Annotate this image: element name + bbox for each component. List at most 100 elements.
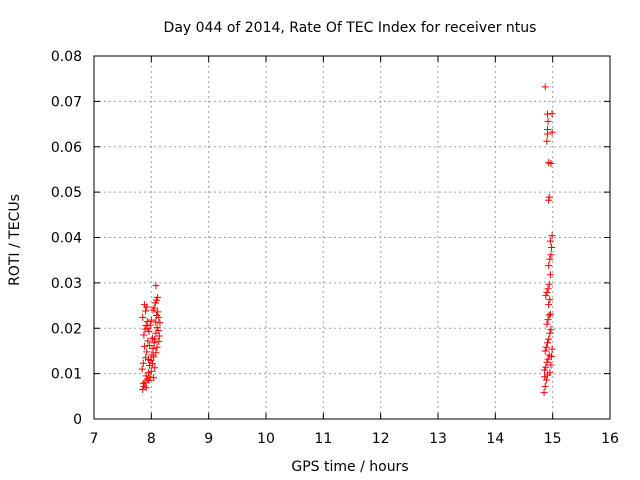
data-point — [540, 389, 548, 397]
data-point — [541, 347, 549, 355]
y-tick-label: 0.05 — [51, 185, 82, 201]
data-point — [548, 345, 556, 353]
data-point — [144, 325, 152, 333]
data-point — [151, 318, 159, 326]
data-point — [548, 352, 556, 360]
y-axis-label: ROTI / TECUs — [7, 194, 23, 286]
y-axis-ticks: 0 0.01 0.02 0.03 0.04 0.05 0.06 0.07 0.08 — [51, 49, 610, 428]
y-tick-label: 0.06 — [51, 140, 82, 156]
data-point — [548, 243, 556, 251]
x-axis-label: GPS time / hours — [291, 459, 408, 475]
data-point — [144, 337, 152, 345]
data-point — [139, 313, 147, 321]
data-point — [548, 128, 556, 136]
data-point — [544, 339, 552, 347]
data-point — [546, 329, 554, 337]
x-tick-label: 12 — [372, 431, 390, 447]
data-point — [146, 321, 154, 329]
data-point — [154, 293, 162, 301]
chart-title: Day 044 of 2014, Rate Of TEC Index for r… — [164, 20, 537, 36]
data-point — [546, 296, 554, 304]
data-point — [138, 365, 146, 373]
data-point — [139, 380, 147, 388]
data-point — [546, 255, 554, 263]
x-tick-label: 10 — [257, 431, 275, 447]
data-point — [147, 316, 155, 324]
data-point — [545, 301, 553, 309]
data-point — [546, 369, 554, 377]
data-point — [155, 337, 163, 345]
data-point — [140, 301, 148, 309]
data-point — [154, 327, 162, 335]
data-point — [140, 331, 148, 339]
data-point — [150, 353, 158, 361]
data-point — [543, 358, 551, 366]
data-point — [139, 386, 147, 394]
data-point — [153, 343, 161, 351]
data-point — [149, 345, 157, 353]
data-point — [142, 354, 150, 362]
data-point — [546, 271, 554, 279]
data-point — [541, 382, 549, 390]
data-point — [151, 364, 159, 372]
data-point — [149, 306, 157, 314]
x-tick-label: 11 — [314, 431, 332, 447]
data-point — [542, 292, 550, 300]
data-point — [142, 307, 150, 315]
data-point — [545, 193, 553, 201]
data-point — [155, 332, 163, 340]
data-point — [543, 288, 551, 296]
data-point — [148, 334, 156, 342]
data-point — [542, 363, 550, 371]
data-point — [545, 196, 553, 204]
y-tick-label: 0.01 — [51, 367, 82, 383]
data-point — [154, 308, 162, 316]
data-point — [546, 237, 554, 245]
data-point — [543, 137, 551, 145]
y-tick-label: 0.08 — [51, 49, 82, 65]
data-point — [150, 374, 158, 382]
data-point — [142, 384, 150, 392]
data-point — [143, 348, 151, 356]
data-point — [156, 319, 164, 327]
data-point — [139, 359, 147, 367]
data-point — [150, 339, 158, 347]
data-point — [152, 349, 160, 357]
y-tick-label: 0 — [73, 412, 82, 428]
data-point — [146, 361, 154, 369]
y-tick-label: 0.07 — [51, 94, 82, 110]
data-point — [145, 376, 153, 384]
x-tick-label: 14 — [486, 431, 504, 447]
x-tick-label: 16 — [601, 431, 619, 447]
data-point — [543, 320, 551, 328]
data-point — [547, 160, 555, 168]
x-tick-label: 13 — [429, 431, 447, 447]
data-point — [541, 83, 549, 91]
data-point — [544, 117, 552, 125]
data-point — [542, 376, 550, 384]
data-point — [155, 313, 163, 321]
data-point — [147, 367, 155, 375]
data-point — [544, 285, 552, 293]
data-point — [548, 110, 556, 118]
y-tick-label: 0.02 — [51, 321, 82, 337]
data-point — [144, 369, 152, 377]
data-point — [548, 232, 556, 240]
data-point — [541, 373, 549, 381]
y-tick-label: 0.04 — [51, 231, 82, 247]
x-tick-label: 7 — [90, 431, 99, 447]
data-point — [153, 323, 161, 331]
data-point — [148, 351, 156, 359]
data-point — [547, 251, 555, 259]
data-point — [143, 317, 151, 325]
x-tick-label: 9 — [204, 431, 213, 447]
data-point — [143, 375, 151, 383]
grid-lines — [94, 56, 610, 419]
data-point — [144, 356, 152, 364]
x-tick-label: 15 — [544, 431, 562, 447]
data-point — [545, 262, 553, 270]
data-point — [146, 341, 154, 349]
data-point — [542, 343, 550, 351]
